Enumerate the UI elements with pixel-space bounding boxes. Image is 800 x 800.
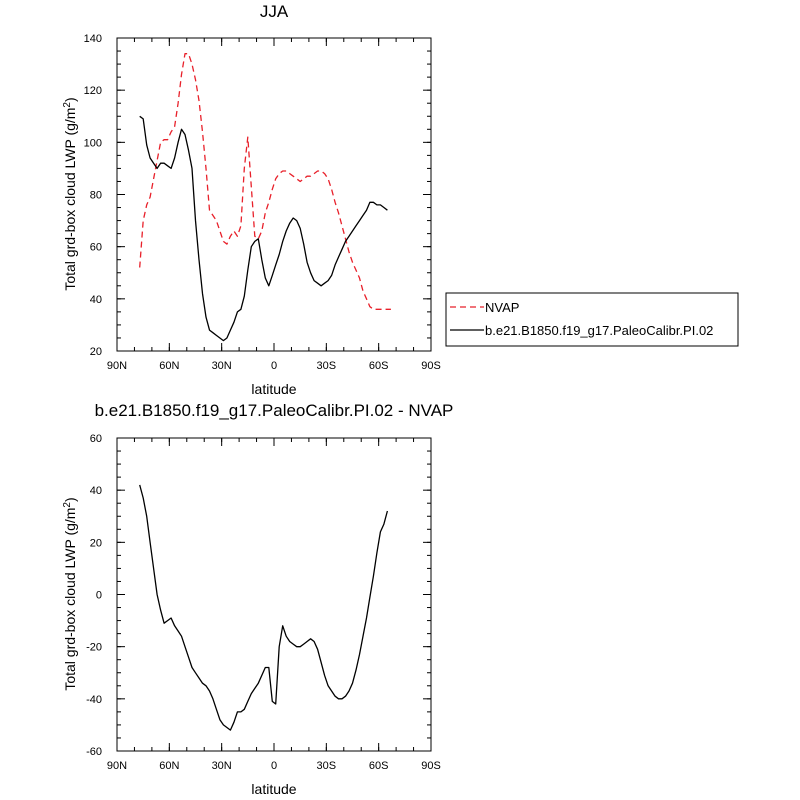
bottom-y-tick-label: -40 <box>86 694 102 706</box>
bottom-x-tick-label: 0 <box>271 760 277 772</box>
bottom-x-tick-label: 30S <box>317 760 337 772</box>
bottom-y-axis-label: Total grd-box cloud LWP (g/m2) <box>62 497 79 690</box>
top-x-tick-label: 90S <box>421 360 441 372</box>
top-panel: JJA 90N 60N 30N 0 30S 60S 90S 20 40 60 80 100 120 140… <box>62 2 739 397</box>
top-y-tick-label: 140 <box>84 33 102 45</box>
top-y-tick-label: 120 <box>84 85 102 97</box>
bottom-y-tick-label: 40 <box>90 485 102 497</box>
top-plot-frame <box>116 37 432 352</box>
top-series-line-1 <box>139 115 388 342</box>
bottom-chart-title: b.e21.B1850.f19_g17.PaleoCalibr.PI.02 - … <box>95 401 454 420</box>
bottom-x-axis-label: latitude <box>251 781 296 797</box>
bottom-x-tick-label: 60S <box>369 760 389 772</box>
bottom-panel: b.e21.B1850.f19_g17.PaleoCalibr.PI.02 - … <box>62 401 454 797</box>
top-x-tick-label: 60N <box>159 360 179 372</box>
top-x-axis-label: latitude <box>251 381 296 397</box>
legend: NVAP b.e21.B1850.f19_g17.PaleoCalibr.PI.… <box>445 292 739 347</box>
top-plot-area: 90N 60N 30N 0 30S 60S 90S 20 40 60 80 100 120 140 <box>84 33 441 372</box>
legend-label-model: b.e21.B1850.f19_g17.PaleoCalibr.PI.02 <box>485 323 713 338</box>
bottom-x-tick-label: 90N <box>107 760 127 772</box>
bottom-y-tick-label: -20 <box>86 642 102 654</box>
top-x-tick-label: 30S <box>317 360 337 372</box>
bottom-y-tick-label: 60 <box>90 433 102 445</box>
top-x-tick-label: 60S <box>369 360 389 372</box>
top-y-tick-label: 100 <box>84 137 102 149</box>
bottom-y-tick-label: 0 <box>96 590 102 602</box>
bottom-plot-area: 90N 60N 30N 0 30S 60S 90S -60 -40 -20 0 20 40 60 <box>86 433 441 772</box>
bottom-y-tick-label: -60 <box>86 746 102 758</box>
top-series-line-0 <box>139 53 391 310</box>
legend-label-nvap: NVAP <box>485 300 519 315</box>
top-y-axis-label: Total grd-box cloud LWP (g/m2) <box>62 97 79 290</box>
top-y-tick-label: 60 <box>90 242 102 254</box>
top-y-tick-label: 80 <box>90 190 102 202</box>
legend-box <box>445 292 739 347</box>
bottom-x-tick-label: 60N <box>159 760 179 772</box>
top-x-tick-label: 30N <box>212 360 232 372</box>
bottom-x-tick-label: 90S <box>421 760 441 772</box>
bottom-plot-frame <box>116 437 432 752</box>
bottom-y-tick-label: 20 <box>90 537 102 549</box>
top-y-tick-label: 40 <box>90 294 102 306</box>
top-y-tick-label: 20 <box>90 346 102 358</box>
top-x-tick-label: 0 <box>271 360 277 372</box>
bottom-x-tick-label: 30N <box>212 760 232 772</box>
top-chart-title: JJA <box>260 2 289 21</box>
top-x-tick-label: 90N <box>107 360 127 372</box>
bottom-series-line-0 <box>139 484 389 731</box>
